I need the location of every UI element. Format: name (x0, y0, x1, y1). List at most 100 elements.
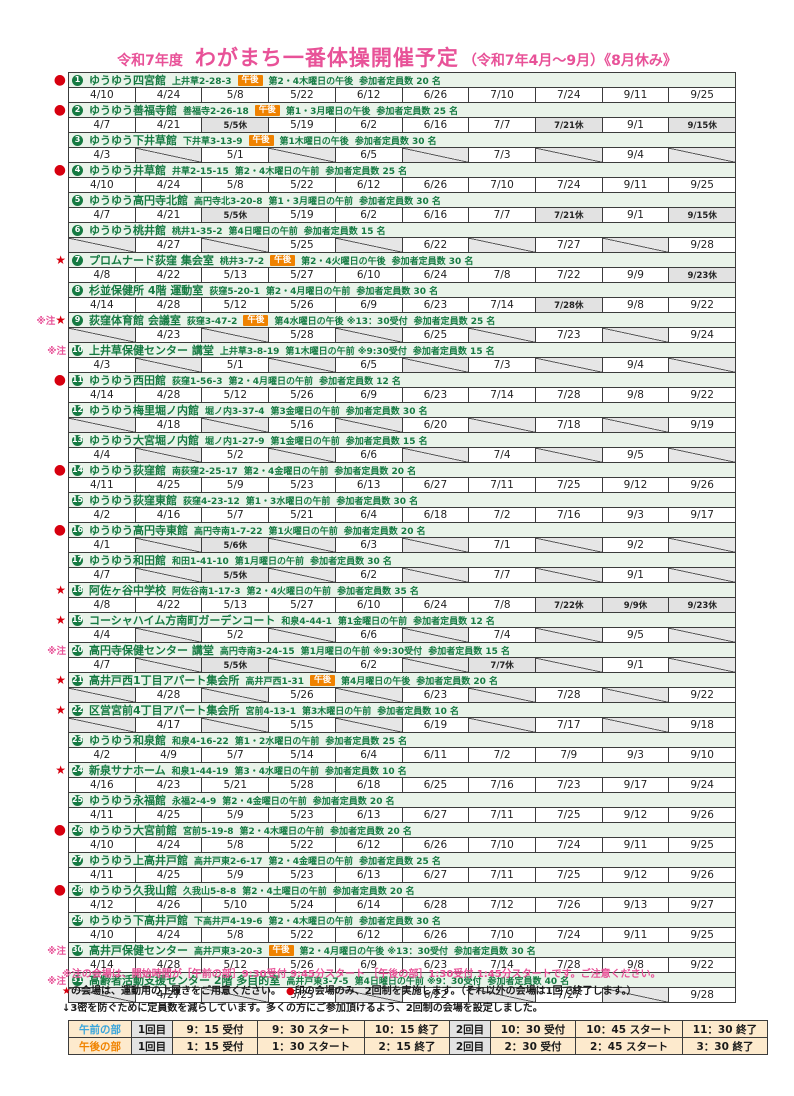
venue-name: ゆうゆう西田館 (89, 374, 166, 387)
venue-capacity: 参加者定員数 30 名 (345, 406, 428, 417)
venue-number-badge: 2 (72, 104, 83, 116)
venue-address: 上井草3-8-19 (219, 346, 280, 357)
date-cell: 4/18 (134, 418, 202, 432)
no-session-cell (268, 568, 335, 582)
venue-number-badge: 10 (71, 344, 84, 356)
venue-address: 上井草2-28-3 (172, 76, 232, 87)
venue-name: ゆうゆう大宮前館 (89, 824, 177, 837)
date-cell: 4/28 (134, 388, 202, 402)
venue-block: ※注 31 高齢者活動支援センター 2階 多目的室 高井戸東3-7-5 第4日曜… (47, 972, 736, 1003)
venue-schedule: 第2・4金曜日の午前 (243, 466, 329, 477)
venue-address: 荻窪4-23-12 (183, 496, 240, 507)
no-session-cell (268, 148, 335, 162)
venue-block: 8 杉並保健所 4階 運動室 荻窪5-20-1 第2・4月曜日の午前 参加者定員… (68, 282, 736, 313)
venue-address: 下井草3-13-9 (183, 136, 243, 147)
date-cell: 6/5 (334, 148, 402, 162)
date-cell: 9/8 (601, 298, 669, 312)
date-cell: 7/11 (468, 808, 535, 822)
time-cell: 10：45 スタート (575, 1020, 683, 1038)
date-cell: 4/16 (90, 779, 114, 791)
dot-icon: ● (53, 462, 66, 478)
date-cell: 9/15休 (668, 208, 736, 222)
date-cell: 9/13 (601, 898, 669, 912)
venue-header: 3 ゆうゆう下井草館 下井草3-13-9 午後 第1木曜日の午後 参加者定員数 … (69, 133, 735, 148)
date-cell: 5/22 (268, 88, 335, 102)
venue-block: 6 ゆうゆう桃井館 桃井1-35-2 第4日曜日の午前 参加者定員数 15 名 … (68, 222, 736, 253)
date-cell: 9/24 (668, 778, 735, 792)
no-session-cell (668, 658, 736, 672)
date-cell: 9/26 (668, 868, 735, 882)
date-cell: 9/1 (601, 118, 669, 132)
star-icon: ★ (55, 583, 66, 597)
date-cell: 5/9 (201, 478, 268, 492)
date-cell: 9/23休 (668, 268, 736, 282)
date-cell: 5/25 (268, 988, 335, 1002)
date-cell: 6/12 (334, 838, 402, 852)
venue-name: ゆうゆう下高井戸館 (89, 914, 188, 927)
date-cell: 6/22 (401, 988, 469, 1002)
date-cell: 5/2 (201, 628, 268, 642)
date-row: 4/3 5/1 6/5 7/3 9/4 (69, 358, 736, 372)
date-row: 4/10 4/24 5/8 5/22 6/12 6/26 7/10 7/24 9/11 9/25 (69, 178, 735, 192)
date-cell: 9/8 (601, 958, 669, 972)
venue-header: 13 ゆうゆう大宮堀ノ内館 堀ノ内1-27-9 第1金曜日の午前 参加者定員数 … (69, 433, 735, 448)
date-cell: 6/4 (334, 748, 402, 762)
venue-capacity: 参加者定員数 25 名 (325, 736, 408, 747)
venue-capacity: 参加者定員数 20 名 (332, 886, 415, 897)
no-session-cell (69, 988, 135, 1002)
venue-header: 24 新泉サナホーム 和泉1-44-19 第3・4水曜日の午前 参加者定員数 1… (69, 763, 735, 778)
no-session-cell (534, 448, 602, 462)
venue-address: 桃井3-7-2 (219, 256, 265, 267)
no-session-cell (468, 328, 535, 342)
dot-icon: ● (285, 986, 295, 997)
venue-name: 高齢者活動支援センター 2階 多目的室 (89, 974, 281, 987)
afternoon-badge: 午後 (270, 254, 296, 266)
date-row: 4/11 4/25 5/9 5/23 6/13 6/27 7/11 7/25 9/12 9/26 (69, 478, 735, 492)
date-cell: 6/12 (334, 928, 402, 942)
venue-name: ゆうゆう井草館 (89, 164, 166, 177)
date-cell: 4/27 (134, 238, 202, 252)
time-cell: 9：15 受付 (172, 1020, 258, 1038)
no-session-cell (334, 688, 402, 702)
venue-block: ● 1 ゆうゆう四宮館 上井草2-28-3 午後 第2・4木曜日の午後 参加者定… (54, 72, 736, 103)
date-row: 4/14 4/28 5/12 5/26 6/9 6/23 7/14 7/28 9/8 9/22 (69, 958, 735, 972)
date-cell: 9/11 (601, 928, 669, 942)
date-cell: 5/26 (268, 298, 335, 312)
date-cell: 5/2 (201, 448, 268, 462)
no-session-cell (69, 718, 135, 732)
note-mark: ※注 (47, 346, 66, 357)
venue-schedule: 第1・2水曜日の午前 (234, 736, 320, 747)
date-cell: 5/23 (268, 808, 335, 822)
venue-header: 23 ゆうゆう和泉館 和泉4-16-22 第1・2水曜日の午前 参加者定員数 2… (69, 733, 735, 748)
no-session-cell (601, 328, 669, 342)
venue-header: 11 ゆうゆう西田館 荻窪1-56-3 第2・4月曜日の午前 参加者定員数 12… (69, 373, 735, 388)
date-cell: 9/18 (668, 718, 735, 732)
no-session-cell (69, 328, 135, 342)
date-cell: 7/28休 (534, 298, 602, 312)
no-session-cell (201, 718, 269, 732)
venue-capacity: 参加者定員数 10 名 (377, 706, 460, 717)
venue-schedule: 第2・4月曜日の午前 (265, 286, 351, 297)
venue-header: 21 高井戸西1丁目アパート集会所 高井戸西1-31 午後 第4月曜日の午後 参… (69, 673, 735, 688)
date-row: 4/4 5/2 6/6 7/4 9/5 (69, 628, 736, 642)
venue-block: 23 ゆうゆう和泉館 和泉4-16-22 第1・2水曜日の午前 参加者定員数 2… (68, 732, 736, 763)
date-cell: 6/13 (334, 808, 402, 822)
date-cell: 4/24 (134, 838, 202, 852)
date-cell: 4/2 (93, 749, 111, 761)
date-cell: 4/7 (93, 569, 111, 581)
date-cell: 4/8 (93, 599, 111, 611)
venue-number-badge: 26 (71, 824, 84, 836)
date-cell: 5/5休 (201, 208, 269, 222)
venue-capacity: 参加者定員数 30 名 (454, 946, 536, 957)
venue-block: 27 ゆうゆう上高井戸館 高井戸東2-6-17 第2・4金曜日の午前 参加者定員… (68, 852, 736, 883)
date-cell: 5/26 (268, 388, 335, 402)
venue-address: 井草2-15-15 (172, 166, 229, 177)
venue-address: 荻窪3-47-2 (186, 316, 238, 327)
afternoon-badge: 午後 (243, 314, 269, 326)
date-cell: 4/1 (93, 539, 111, 551)
venue-capacity: 参加者定員数 20 名 (330, 826, 412, 837)
date-cell: 7/3 (468, 148, 535, 162)
date-row: 4/7 5/5休 6/2 7/7休 9/1 (69, 658, 736, 672)
venue-name: ゆうゆう善福寺館 (89, 104, 177, 117)
date-cell: 4/17 (134, 718, 202, 732)
